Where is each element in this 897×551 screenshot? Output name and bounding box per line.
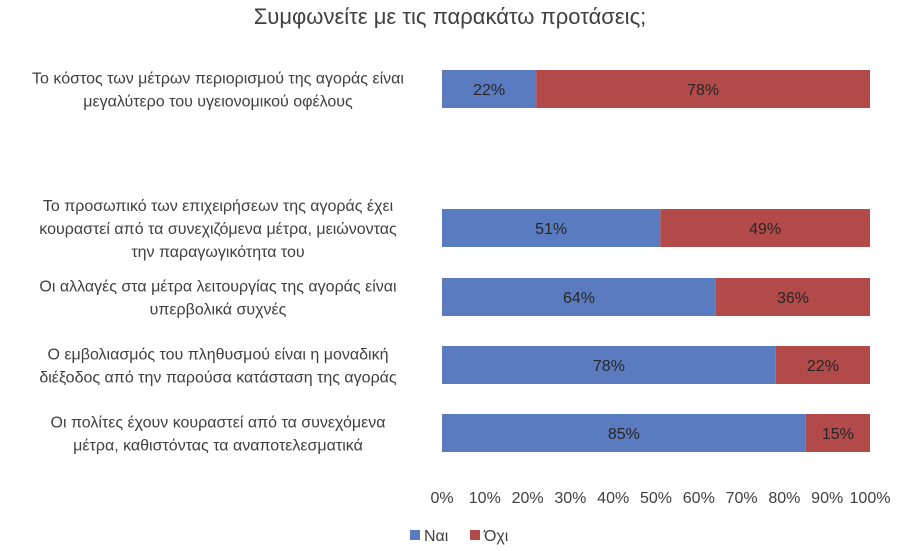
category-label-4-line-0: Οι πολίτες έχουν κουραστεί από τα συνεχό… — [51, 415, 386, 432]
x-axis-ticks: 0% 10% 20% 30% 40% 50% 60% 70% 80% 90% 100% — [430, 490, 890, 507]
bar-ochi-0 — [536, 70, 870, 108]
category-label-0-line-1: μεγαλύτερο του υγειονομικού οφέλους — [83, 94, 353, 111]
x-tick-label-9: 90% — [811, 490, 843, 507]
data-label-ochi-0: 78% — [687, 82, 719, 99]
category-label-2-line-0: Οι αλλαγές στα μέτρα λειτουργίας της αγο… — [39, 279, 397, 296]
x-tick-label-3: 30% — [554, 490, 586, 507]
data-label-nai-1: 51% — [535, 221, 567, 238]
x-tick-label-7: 70% — [726, 490, 758, 507]
category-label-1-line-2: την παραγωγικότητα του — [131, 244, 304, 261]
category-label-2-line-1: υπερβολικά συχνές — [150, 302, 287, 319]
bar-ochi-4 — [805, 414, 870, 452]
x-tick-label-2: 20% — [512, 490, 544, 507]
legend-label-nai: Ναι — [424, 528, 449, 545]
data-labels: 22% 78% 51% 49% 64% 36% 78% 22% 85% 15% — [473, 82, 854, 443]
bars — [442, 70, 870, 452]
bar-nai-1 — [442, 209, 661, 247]
chart-title: Συμφωνείτε με τις παρακάτω προτάσεις; — [254, 4, 647, 29]
category-label-1-line-1: κουραστεί από τα συνεχιζόμενα μέτρα, μει… — [39, 221, 397, 238]
category-label-3-line-1: διέξοδος από την παρούσα κατάσταση της α… — [39, 370, 397, 387]
data-label-nai-0: 22% — [473, 82, 505, 99]
category-label-0-line-0: Το κόστος των μέτρων περιορισμού της αγο… — [32, 71, 404, 88]
x-tick-label-5: 50% — [640, 490, 672, 507]
x-tick-label-1: 10% — [469, 490, 501, 507]
bar-nai-3 — [442, 346, 776, 384]
bar-ochi-2 — [715, 278, 870, 316]
data-label-ochi-1: 49% — [749, 221, 781, 238]
category-label-3-line-0: Ο εμβολιασμός του πληθυσμού είναι η μονα… — [48, 347, 389, 364]
category-labels: Το κόστος των μέτρων περιορισμού της αγο… — [32, 71, 404, 455]
x-tick-label-4: 40% — [597, 490, 629, 507]
bar-nai-0 — [442, 70, 537, 108]
x-tick-label-6: 60% — [683, 490, 715, 507]
bar-ochi-1 — [660, 209, 870, 247]
category-label-1-line-0: Το προσωπικό των επιχειρήσεων της αγοράς… — [43, 198, 394, 215]
bar-nai-4 — [442, 414, 806, 452]
category-label-4-line-1: μέτρα, καθιστόντας τα αναποτελεσματικά — [73, 438, 363, 455]
legend-label-ochi: Όχι — [483, 528, 509, 545]
data-label-ochi-2: 36% — [777, 290, 809, 307]
bar-nai-2 — [442, 278, 716, 316]
legend-swatch-nai — [410, 530, 420, 540]
x-tick-label-10: 100% — [850, 490, 891, 507]
data-label-nai-2: 64% — [563, 290, 595, 307]
data-label-ochi-4: 15% — [822, 426, 854, 443]
legend: Ναι Όχι — [410, 528, 509, 545]
data-label-nai-4: 85% — [608, 426, 640, 443]
x-tick-label-0: 0% — [430, 490, 453, 507]
x-tick-label-8: 80% — [768, 490, 800, 507]
data-label-ochi-3: 22% — [807, 358, 839, 375]
data-label-nai-3: 78% — [593, 358, 625, 375]
legend-swatch-ochi — [470, 530, 480, 540]
bar-ochi-3 — [775, 346, 870, 384]
